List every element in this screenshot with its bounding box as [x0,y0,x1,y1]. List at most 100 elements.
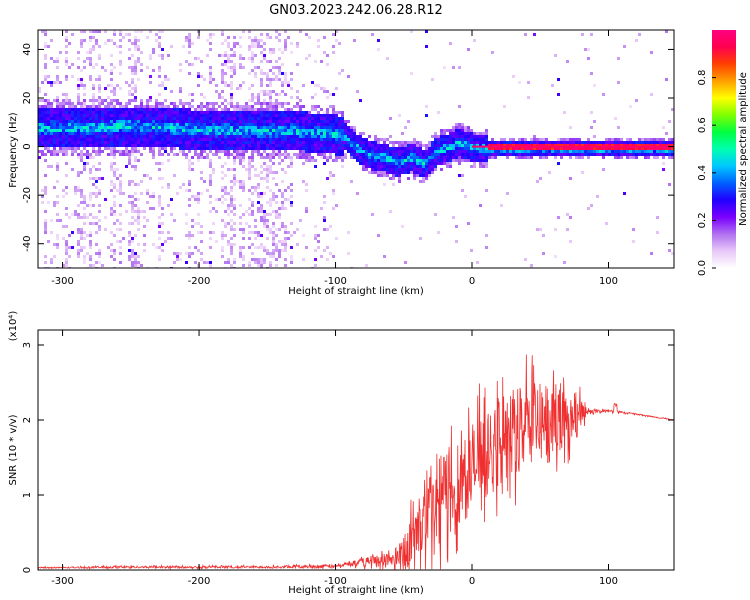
spectrogram-cell [227,150,230,153]
spectrogram-cell [518,144,521,147]
spectrogram-cell [164,111,167,114]
spectrogram-cell [266,33,269,36]
spectrogram-cell [83,60,86,63]
spectrogram-cell [353,138,356,141]
spectrogram-cell [248,45,251,48]
spectrogram-cell [119,129,122,132]
spectrogram-cell [83,255,86,258]
spectrogram-cell [170,129,173,132]
spectrogram-cell [62,153,65,156]
spectrogram-cell [281,111,284,114]
spectrogram-cell [329,144,332,147]
spectrogram-cell [188,234,191,237]
spectrogram-cell [95,195,98,198]
spectrogram-cell [392,156,395,159]
spectrogram-cell [401,159,404,162]
spectrogram-cell [137,108,140,111]
spectrogram-cell [248,129,251,132]
snr-series-line [38,354,674,570]
spectrogram-cell [341,159,344,162]
spectrogram-cell [131,42,134,45]
spectrogram-cell [125,105,128,108]
spectrogram-cell [107,39,110,42]
spectrogram-cell [155,111,158,114]
spectrogram-cell [95,120,98,123]
spectrogram-cell [191,156,194,159]
spectrogram-cell [245,168,248,171]
spectrogram-cell [191,135,194,138]
spectrogram-cell [152,138,155,141]
spectrogram-cell [293,153,296,156]
spectrogram-cell [122,132,125,135]
spectrogram-cell [566,213,569,216]
spectrogram-cell [221,150,224,153]
spectrogram-cell [179,87,182,90]
spectrogram-cell [146,117,149,120]
spectrogram-cell [266,171,269,174]
spectrogram-cell [128,195,131,198]
spectrogram-cell [152,132,155,135]
spectrogram-cell [242,165,245,168]
spectrogram-cell [44,93,47,96]
spectrogram-cell [410,30,413,33]
spectrogram-cell [497,150,500,153]
spectrogram-cell [83,162,86,165]
spectrogram-cell [164,108,167,111]
spectrogram-cell [158,195,161,198]
spectrogram-cell [605,150,608,153]
spectrogram-cell [131,54,134,57]
spectrogram-cell [227,111,230,114]
spectrogram-cell [44,231,47,234]
spectrogram-cell [56,78,59,81]
spectrogram-cell [107,132,110,135]
spectrogram-cell [272,72,275,75]
spectrogram-cell [200,156,203,159]
spectrogram-cell [413,150,416,153]
spectrogram-cell [305,183,308,186]
spectrogram-cell [284,126,287,129]
spectrogram-cell [269,96,272,99]
spectrogram-cell [140,138,143,141]
spectrogram-cell [407,159,410,162]
spectrogram-cell [545,153,548,156]
spectrogram-cell [215,108,218,111]
spectrogram-cell [350,138,353,141]
spectrogram-cell [242,30,245,33]
spectrogram-cell [221,120,224,123]
spectrogram-cell [137,123,140,126]
spectrogram-cell [449,147,452,150]
spectrogram-cell [311,108,314,111]
spectrogram-cell [152,108,155,111]
spectrogram-cell [416,147,419,150]
spectrogram-cell [254,123,257,126]
spectrogram-cell [110,69,113,72]
spectrogram-cell [128,180,131,183]
spectrogram-cell [197,195,200,198]
spectrogram-cell [335,30,338,33]
spectrogram-cell [275,78,278,81]
spectrogram-cell [47,111,50,114]
spectrogram-cell [647,141,650,144]
spectrogram-cell [428,147,431,150]
spectrogram-cell [254,39,257,42]
spectrogram-cell [137,141,140,144]
spectrogram-cell [302,132,305,135]
spectrogram-cell [365,168,368,171]
spectrogram-cell [224,186,227,189]
spectrogram-cell [209,69,212,72]
spectrogram-cell [149,96,152,99]
spectrogram-cell [281,147,284,150]
spectrogram-cell [371,171,374,174]
spectrogram-cell [149,117,152,120]
spectrogram-cell [56,201,59,204]
spectrogram-cell [458,138,461,141]
spectrogram-cell [584,141,587,144]
spectrogram-cell [479,159,482,162]
spectrogram-cell [44,135,47,138]
spectrogram-cell [47,45,50,48]
spectrogram-cell [260,246,263,249]
spectrogram-cell [308,123,311,126]
spectrogram-cell [275,135,278,138]
spectrogram-cell [101,264,104,267]
